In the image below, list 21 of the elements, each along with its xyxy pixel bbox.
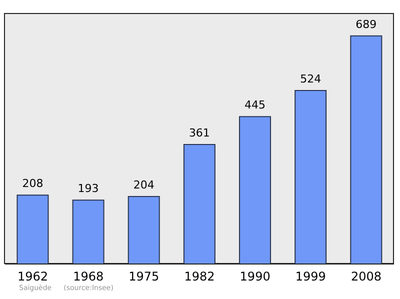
x-tick-label: 1968 [73,270,104,284]
bar [294,90,327,264]
data-label: 193 [78,182,99,196]
data-label: 524 [300,72,322,86]
data-label: 689 [356,18,377,31]
bar [128,196,160,264]
data-label: 361 [188,126,210,140]
data-label: 445 [244,98,266,112]
bar [16,194,49,264]
bar [183,144,216,264]
x-tick-label: 2008 [350,270,382,284]
bar [72,200,104,264]
x-tick-label: 1982 [184,270,215,284]
data-label: 208 [22,177,44,190]
bar [350,35,382,264]
bar [239,116,272,264]
data-label: 204 [133,178,154,192]
x-tick-label: 1962 [18,270,48,284]
x-tick-label: 1975 [128,270,160,284]
x-tick-label: 1999 [295,270,326,284]
x-tick-label: 1990 [240,270,270,284]
